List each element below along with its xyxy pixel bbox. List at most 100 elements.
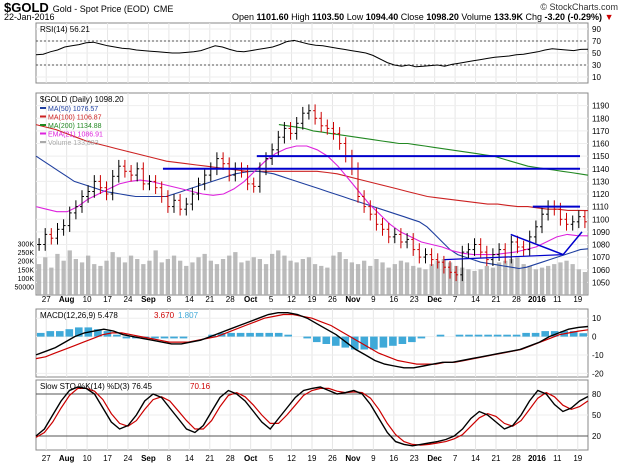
price-tick: 1100 [592, 215, 610, 224]
low-label: Low [346, 12, 364, 22]
volume-bar [196, 257, 201, 295]
sto-k-line [35, 386, 589, 447]
volume-tick: 250K [18, 250, 35, 257]
macd-histogram-bar [113, 334, 121, 337]
rsi-tick: 30 [592, 61, 601, 70]
x-tick-label: 8 [167, 295, 172, 304]
rsi-tick: 70 [592, 37, 601, 46]
macd-histogram-bar [493, 334, 502, 337]
x-tick-label: 11 [553, 295, 562, 304]
x-tick-label: 7 [453, 295, 458, 304]
rsi-label: RSI(14) 56.21 [40, 25, 90, 34]
macd-line [35, 312, 589, 369]
exchange: CME [153, 4, 174, 14]
macd-histogram-bar [56, 331, 64, 337]
price-tick: 1060 [592, 266, 610, 275]
macd-histogram-bar [465, 334, 473, 337]
volume-bar [147, 260, 152, 295]
symbol: $GOLD [4, 0, 49, 15]
macd-histogram-bar [255, 332, 264, 337]
x-tick-label: 12 [287, 454, 296, 463]
volume-bar [312, 264, 318, 295]
macd-histogram-bar [474, 334, 483, 337]
volume-bar [257, 259, 262, 295]
macd-legend-entry: MACD(12,26,9) 5.478 [40, 311, 118, 320]
macd-histogram-bar [170, 336, 178, 339]
x-tick-label: 8 [167, 454, 172, 463]
x-tick-label: 28 [512, 454, 521, 463]
rsi-tick: 50 [592, 49, 601, 58]
volume-bar [239, 262, 244, 295]
open-value: 1101.60 [256, 12, 289, 22]
macd-histogram-bar [332, 336, 340, 346]
volume-bar [441, 259, 446, 295]
macd-histogram-bar [94, 329, 102, 337]
quote-line: Open 1101.60 High 1103.50 Low 1094.40 Cl… [232, 12, 613, 22]
macd-histogram-bar [455, 334, 464, 337]
volume-bar [178, 260, 183, 295]
volume-bar [67, 250, 72, 295]
x-tick-label: Nov [345, 295, 361, 304]
rsi-tick: 90 [592, 25, 601, 34]
volume-bar [319, 265, 324, 295]
volume-bar [325, 267, 330, 295]
chg-label: Chg [525, 12, 542, 22]
x-tick-label: 10 [83, 454, 92, 463]
x-tick-label: 10 [83, 295, 92, 304]
macd-histogram-bar [389, 336, 397, 346]
macd-tick: -10 [592, 351, 604, 360]
price-tick: 1050 [592, 278, 610, 287]
x-tick-label: 16 [389, 295, 398, 304]
volume-bar [55, 253, 60, 295]
volume-bar [349, 262, 354, 295]
volume-bar [331, 255, 336, 295]
macd-histogram-bar [351, 336, 359, 350]
x-tick-label: Sep [141, 295, 156, 304]
price-tick: 1070 [592, 253, 610, 262]
volume-bar [300, 259, 305, 295]
volume-tick: 100K [18, 276, 35, 283]
x-tick-label: 2016 [528, 295, 546, 304]
volume-bar [515, 257, 520, 295]
price-tick: 1150 [592, 152, 610, 161]
open-label: Open [232, 12, 255, 22]
volume-bar [472, 271, 477, 295]
volume-bar [61, 260, 66, 295]
volume-bar [546, 265, 551, 295]
macd-histogram-bar [151, 336, 159, 339]
volume-bar [374, 259, 379, 295]
volume-bar [49, 267, 54, 295]
close-value: 1098.20 [426, 12, 459, 22]
volume-bar [582, 272, 588, 295]
volume-bar [435, 260, 440, 295]
x-tick-label: 19 [573, 454, 582, 463]
volume-tick: 300K [18, 242, 35, 249]
macd-histogram-bar [522, 332, 530, 337]
volume-bar [220, 259, 226, 295]
volume-bar [355, 264, 361, 295]
volume-bar [270, 253, 275, 295]
volume-label: Volume [461, 12, 492, 22]
volume-bar [490, 267, 496, 295]
x-tick-label: 28 [226, 454, 235, 463]
x-tick-label: Sep [141, 454, 156, 463]
macd-histogram-bar [436, 334, 445, 337]
x-tick-label: Dec [427, 295, 442, 304]
macd-histogram-bar [179, 336, 188, 339]
volume-bar [539, 267, 545, 295]
volume-bar [92, 264, 97, 295]
volume-bar [564, 260, 569, 295]
volume-bar [392, 264, 397, 295]
ema21-line [35, 145, 589, 256]
x-tick-label: 16 [389, 454, 398, 463]
volume-bar [368, 265, 373, 295]
macd-histogram-bar [122, 336, 131, 339]
high-value: 1103.50 [312, 12, 345, 22]
price-tick: 1190 [592, 102, 610, 111]
price-tick: 1140 [592, 165, 610, 174]
x-tick-label: 24 [124, 454, 133, 463]
sto-legend-entry: 70.16 [190, 382, 211, 391]
macd-histogram-bar [541, 331, 549, 337]
x-tick-label: 21 [492, 295, 501, 304]
volume-bar [43, 257, 48, 295]
